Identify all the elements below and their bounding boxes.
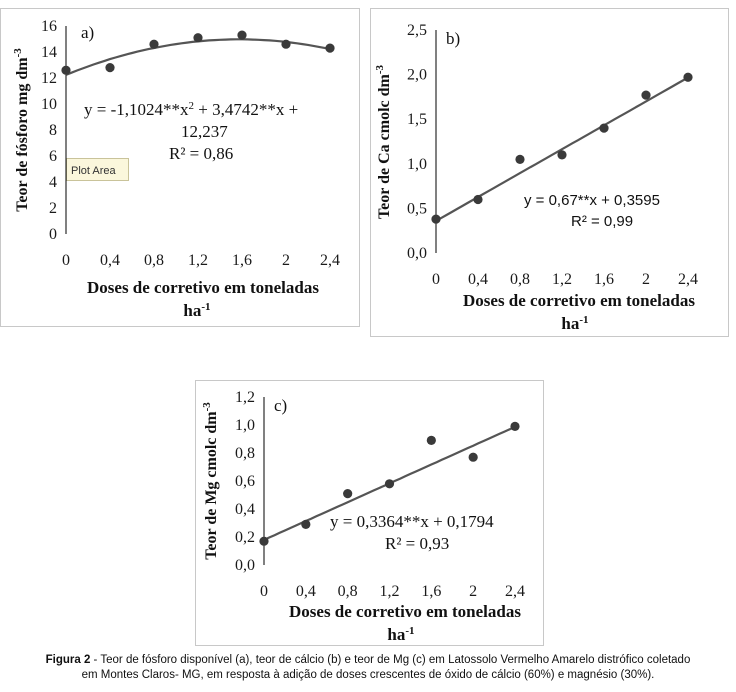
chart-c-x-tick-label: 1,2 xyxy=(380,583,400,600)
chart-a-trend-equation-constant: 12,237 xyxy=(181,122,228,141)
chart-b-data-point xyxy=(515,154,525,164)
chart-c-y-axis-title: Teor de Mg cmolc dm-3 xyxy=(201,402,220,560)
chart-b-y-axis-title: Teor de Ca cmolc dm-3 xyxy=(374,64,393,219)
chart-a-y-tick-label: 6 xyxy=(49,148,57,165)
chart-a-data-point xyxy=(105,63,115,73)
chart-b-data-point xyxy=(473,194,483,205)
chart-b-frame xyxy=(370,8,729,337)
chart-b-r-squared: R² = 0,99 xyxy=(571,213,633,230)
chart-c-y-tick-label: 1,0 xyxy=(235,417,255,434)
caption-label: Figura 2 xyxy=(45,654,91,666)
chart-b-x-tick-label: 0,4 xyxy=(468,271,488,288)
chart-c-data-point xyxy=(343,489,353,499)
chart-a-x-tick-label: 2 xyxy=(282,252,290,269)
chart-a-y-tick-label: 0 xyxy=(49,226,57,243)
chart-a-x-tick-label: 0 xyxy=(62,252,70,269)
chart-c-y-tick-label: 0,4 xyxy=(235,501,255,518)
chart-c-data-point xyxy=(510,421,520,431)
chart-c-y-tick-label: 0,8 xyxy=(235,445,255,462)
chart-b-x-tick-label: 2,4 xyxy=(678,271,698,288)
chart-c-x-axis-unit: ha-1 xyxy=(387,625,414,644)
chart-a-x-tick-label: 1,6 xyxy=(232,252,252,269)
chart-b-x-tick-label: 1,6 xyxy=(594,271,614,288)
chart-c-data-point xyxy=(259,536,269,546)
chart-b-data-point xyxy=(557,150,567,160)
chart-a-data-point xyxy=(281,39,291,49)
chart-a-y-tick-label: 2 xyxy=(49,200,57,217)
chart-a-y-tick-label: 12 xyxy=(41,70,57,87)
chart-c-panel-letter: c) xyxy=(274,396,287,415)
chart-a-data-point xyxy=(325,43,335,53)
chart-b-y-tick-label: 1,0 xyxy=(407,156,427,173)
chart-c-trend-equation: y = 0,3364**x + 0,1794 xyxy=(330,512,494,531)
figure-caption: Figura 2 - Teor de fósforo disponível (a… xyxy=(0,653,736,683)
chart-b-data-point xyxy=(431,214,441,224)
chart-a-y-tick-label: 8 xyxy=(49,122,57,139)
chart-a-x-tick-label: 0,4 xyxy=(100,252,120,269)
chart-b-trend-equation: y = 0,67**x + 0,3595 xyxy=(524,192,660,209)
chart-c-data-point xyxy=(468,452,478,462)
chart-a-frame xyxy=(0,8,360,327)
chart-c-data-point xyxy=(301,519,311,530)
chart-c-x-tick-label: 0,8 xyxy=(338,583,358,600)
plot-area-tooltip-text: Plot Area xyxy=(71,165,117,177)
caption-text-line2: em Montes Claros- MG, em resposta à adiç… xyxy=(81,669,655,681)
chart-b-y-tick-label: 2,0 xyxy=(407,67,427,84)
chart-b-panel-letter: b) xyxy=(446,29,460,48)
caption-text: - Teor de fósforo disponível (a), teor d… xyxy=(90,654,691,666)
chart-b-x-axis-title: Doses de corretivo em toneladas xyxy=(463,291,695,310)
chart-c-y-tick-label: 0,6 xyxy=(235,473,255,490)
chart-c-x-tick-label: 1,6 xyxy=(421,583,441,600)
chart-a-trend-equation: y = -1,1024**x2 + 3,4742**x + xyxy=(84,100,298,119)
chart-a-x-axis-unit: ha-1 xyxy=(183,301,210,320)
chart-c-x-tick-label: 2,4 xyxy=(505,583,525,600)
chart-c-r-squared: R² = 0,93 xyxy=(385,534,449,553)
chart-c-x-axis-title: Doses de corretivo em toneladas xyxy=(289,602,521,621)
chart-c-data-point xyxy=(426,435,436,445)
chart-a-y-tick-label: 4 xyxy=(49,174,57,191)
chart-b-x-tick-label: 0 xyxy=(432,271,440,288)
chart-c-frame xyxy=(195,380,544,646)
chart-a-y-tick-label: 16 xyxy=(41,18,57,35)
chart-b-y-tick-label: 1,5 xyxy=(407,111,427,128)
chart-b-x-tick-label: 1,2 xyxy=(552,271,572,288)
chart-b-data-point xyxy=(683,72,693,82)
chart-a-y-axis-title: Teor de fósforo mg dm-3 xyxy=(12,48,31,212)
chart-a-r-squared: R² = 0,86 xyxy=(169,144,233,163)
chart-a-data-point xyxy=(61,65,71,75)
chart-a-panel-letter: a) xyxy=(81,23,94,42)
chart-a-x-tick-label: 2,4 xyxy=(320,252,340,269)
chart-a-y-tick-label: 14 xyxy=(41,44,57,61)
chart-c-data-point xyxy=(384,479,395,489)
chart-b-data-point xyxy=(641,90,651,100)
chart-b-data-point xyxy=(599,123,609,133)
chart-b-y-tick-label: 0,0 xyxy=(407,245,427,262)
chart-a-data-point xyxy=(193,33,203,43)
chart-a-x-tick-label: 0,8 xyxy=(144,252,164,269)
chart-b-y-tick-label: 0,5 xyxy=(407,200,427,217)
chart-b-x-tick-label: 0,8 xyxy=(510,271,530,288)
chart-a-x-axis-title: Doses de corretivo em toneladas xyxy=(87,278,319,297)
chart-a-y-tick-label: 10 xyxy=(41,96,57,113)
chart-c-y-tick-label: 0,0 xyxy=(235,557,255,574)
chart-c-y-tick-label: 1,2 xyxy=(235,389,255,406)
chart-c-y-tick-label: 0,2 xyxy=(235,529,255,546)
chart-c-x-tick-label: 0,4 xyxy=(296,583,316,600)
chart-b-y-tick-label: 2,5 xyxy=(407,22,427,39)
chart-a-data-point xyxy=(149,39,159,49)
chart-a-x-tick-label: 1,2 xyxy=(188,252,208,269)
chart-a-data-point xyxy=(237,30,247,40)
chart-b-x-axis-unit: ha-1 xyxy=(561,314,588,333)
chart-b-x-tick-label: 2 xyxy=(642,271,650,288)
chart-c-x-tick-label: 0 xyxy=(260,583,268,600)
chart-c-x-tick-label: 2 xyxy=(469,583,477,600)
